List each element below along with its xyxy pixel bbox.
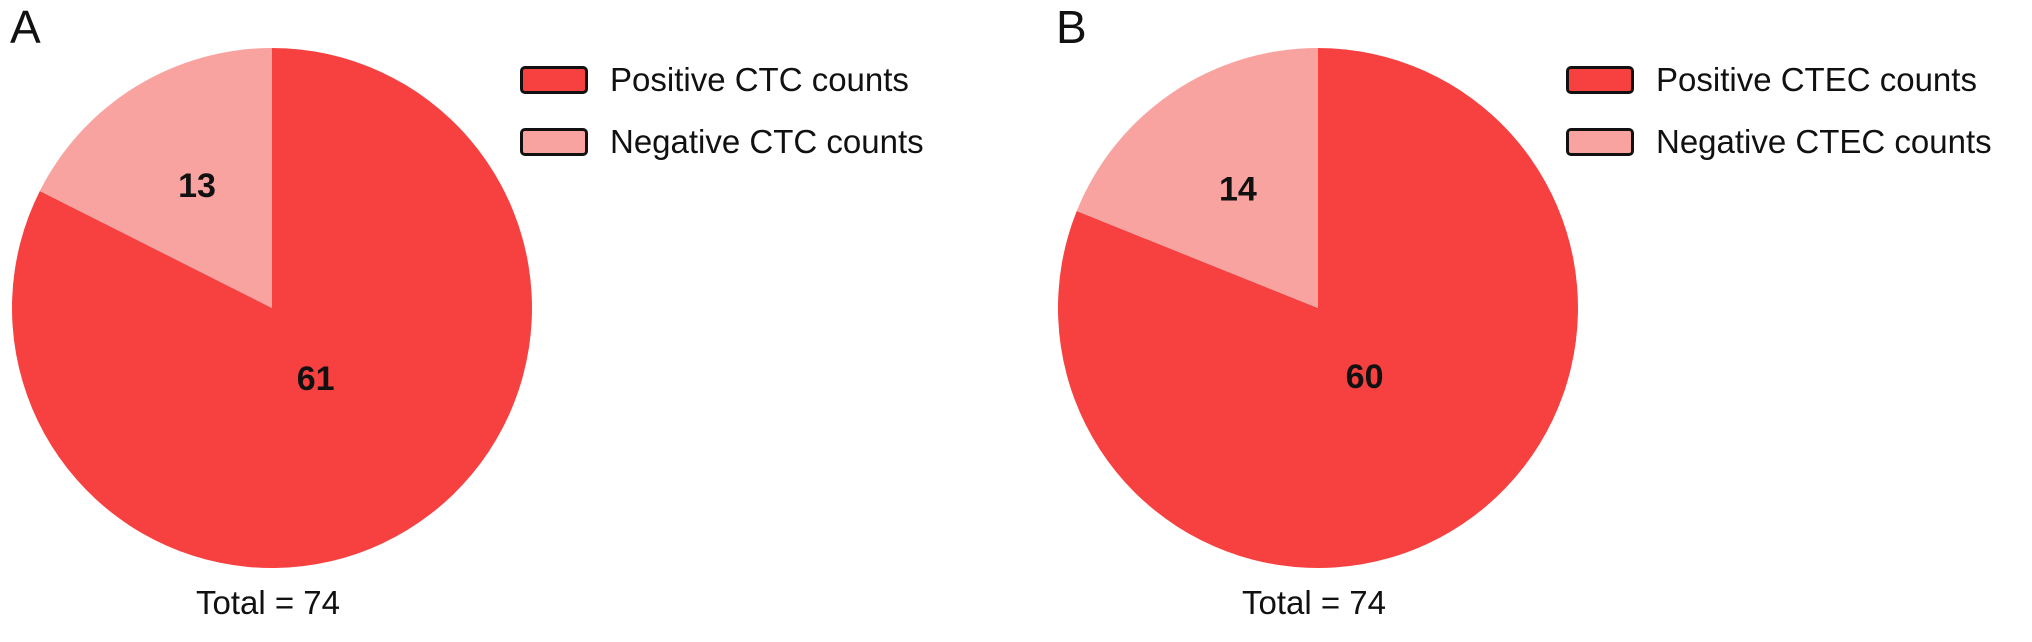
total-label: Total = 74 (1241, 584, 1387, 621)
legend: Positive CTC counts Negative CTC counts (520, 60, 924, 184)
pie-slice-positive (11, 48, 532, 568)
legend-label-negative: Negative CTEC counts (1656, 123, 1992, 160)
legend-item-negative: Negative CTEC counts (1566, 122, 1992, 162)
legend-item-positive: Positive CTC counts (520, 60, 924, 100)
pie-slice-negative (39, 48, 272, 308)
chart-panel-a: A 61 13 Total = 74 Positive CTC counts Ne… (10, 1, 924, 621)
pie-chart: 60 14 (1058, 48, 1578, 568)
pie-chart: 61 13 (11, 48, 532, 568)
legend-label-positive: Positive CTC counts (610, 61, 909, 98)
total-label: Total = 74 (195, 584, 341, 621)
slice-value-negative: 13 (178, 167, 216, 205)
legend-swatch-negative (1566, 128, 1634, 156)
slice-value-positive: 61 (297, 360, 335, 398)
legend-swatch-positive (1566, 66, 1634, 94)
legend-swatch-negative (520, 128, 588, 156)
slice-value-negative: 14 (1219, 171, 1257, 209)
legend-label-negative: Negative CTC counts (610, 123, 924, 160)
slice-value-positive: 60 (1346, 358, 1384, 396)
legend-item-positive: Positive CTEC counts (1566, 60, 1992, 100)
panel-label: B (1056, 1, 1087, 53)
legend-label-positive: Positive CTEC counts (1656, 61, 1977, 98)
legend-item-negative: Negative CTC counts (520, 122, 924, 162)
pie-slice-negative (1076, 48, 1318, 308)
chart-panel-b: B 60 14 Total = 74 Positive CTEC counts N… (1046, 0, 2032, 642)
legend-swatch-positive (520, 66, 588, 94)
panel-label: A (10, 1, 41, 53)
legend: Positive CTEC counts Negative CTEC count… (1566, 60, 1992, 184)
